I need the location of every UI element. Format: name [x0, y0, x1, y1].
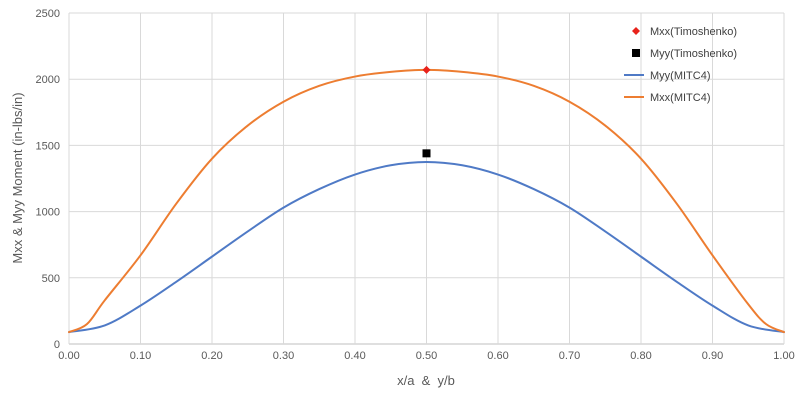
series-group — [68, 65, 785, 334]
grid-lines — [68, 12, 785, 345]
x-tick-label: 0.40 — [344, 350, 365, 362]
x-tick-label: 0.90 — [702, 350, 723, 362]
legend-label-myy-mitc4: Myy(MITC4) — [650, 70, 711, 82]
y-tick-label: 2000 — [36, 74, 60, 86]
x-tick-label: 1.00 — [773, 350, 794, 362]
data-point-myy-timoshenko — [422, 149, 431, 158]
x-axis-tick-labels: 0.00 0.10 0.20 0.30 0.40 0.50 0.60 0.70 0.80 0.90… — [58, 350, 794, 362]
x-tick-label: 0.30 — [273, 350, 294, 362]
legend-marker-myy-timoshenko — [632, 49, 640, 57]
y-tick-label: 1500 — [36, 140, 60, 152]
x-axis-title: x/a & y/b — [397, 373, 455, 388]
x-tick-label: 0.00 — [58, 350, 79, 362]
y-tick-label: 0 — [54, 339, 60, 351]
legend-marker-mxx-timoshenko — [632, 27, 640, 35]
y-tick-label: 2500 — [36, 8, 60, 20]
x-tick-label: 0.80 — [630, 350, 651, 362]
x-tick-label: 0.60 — [487, 350, 508, 362]
legend-label-mxx-timoshenko: Mxx(Timoshenko) — [650, 26, 737, 38]
legend-label-mxx-mitc4: Mxx(MITC4) — [650, 92, 711, 104]
x-tick-label: 0.20 — [201, 350, 222, 362]
x-tick-label: 0.10 — [130, 350, 151, 362]
x-tick-label: 0.70 — [559, 350, 580, 362]
y-tick-label: 500 — [42, 273, 60, 285]
series-line-myy-mitc4 — [68, 160, 785, 334]
data-point-mxx-timoshenko — [422, 65, 431, 74]
y-axis-tick-labels: 0 500 1000 1500 2000 2500 — [36, 8, 60, 351]
y-tick-label: 1000 — [36, 207, 60, 219]
legend-label-myy-timoshenko: Myy(Timoshenko) — [650, 48, 737, 60]
x-tick-label: 0.50 — [416, 350, 437, 362]
y-axis-title: Mxx & Myy Moment (in-lbs/in) — [10, 92, 25, 263]
legend: Mxx(Timoshenko) Myy(Timoshenko) Myy(MITC4)… — [624, 26, 737, 104]
